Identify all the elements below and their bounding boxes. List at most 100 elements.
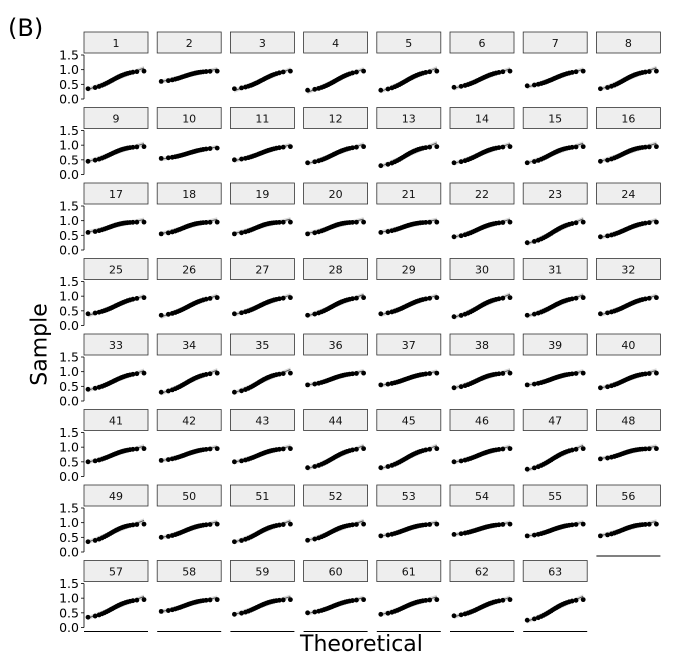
- sample-point: [646, 521, 652, 527]
- sample-point: [158, 231, 164, 237]
- sample-point: [130, 219, 136, 225]
- facet-strip: [376, 333, 442, 356]
- sample-point: [312, 86, 318, 92]
- sample-point: [92, 310, 98, 316]
- sample-point: [434, 370, 440, 376]
- sample-point: [654, 370, 659, 376]
- facet-strip: [449, 409, 515, 431]
- sample-point: [385, 310, 391, 316]
- sample-point: [378, 465, 384, 471]
- sample-point: [496, 220, 502, 226]
- y-tick-label: 0.0: [59, 92, 79, 107]
- y-tick-label: 0.0: [59, 394, 79, 409]
- sample-point: [130, 144, 136, 150]
- sample-point: [207, 446, 213, 452]
- sample-point: [496, 145, 502, 151]
- sample-point: [305, 382, 310, 388]
- facet-label: 48: [621, 415, 635, 428]
- facet-label: 44: [329, 415, 343, 428]
- sample-point: [646, 446, 652, 452]
- sample-point: [239, 85, 244, 91]
- sample-point: [378, 533, 384, 539]
- facet-label: 19: [255, 188, 269, 201]
- sample-point: [288, 521, 293, 527]
- sample-point: [646, 220, 652, 226]
- sample-point: [531, 82, 537, 88]
- sample-point: [203, 296, 209, 302]
- y-tick-label: 1.0: [59, 213, 79, 228]
- y-tick-label: 1.5: [59, 48, 79, 63]
- sample-point: [378, 230, 384, 235]
- facet-strip: [83, 182, 149, 205]
- sample-point: [385, 464, 391, 469]
- facet-label: 61: [402, 566, 416, 579]
- sample-point: [423, 371, 429, 377]
- sample-point: [423, 296, 429, 302]
- facet-strip: [83, 258, 149, 280]
- sample-point: [350, 522, 355, 528]
- sample-point: [580, 521, 586, 527]
- sample-point: [598, 456, 603, 462]
- sample-point: [361, 219, 366, 225]
- sample-point: [276, 597, 282, 603]
- sample-point: [646, 144, 652, 150]
- facet-strip: [376, 560, 442, 582]
- sample-point: [580, 370, 586, 376]
- sample-point: [312, 609, 318, 615]
- y-tick-label: 1.0: [59, 440, 79, 455]
- facet-strip: [229, 409, 295, 431]
- sample-point: [350, 598, 355, 603]
- y-tick-label: 0.5: [59, 379, 79, 394]
- sample-point: [85, 158, 91, 164]
- sample-point: [232, 459, 237, 465]
- sample-point: [239, 310, 244, 316]
- sample-point: [500, 371, 506, 376]
- sample-point: [276, 145, 282, 151]
- sample-point: [531, 239, 537, 244]
- y-tick-label: 1.5: [59, 576, 79, 591]
- sample-point: [305, 610, 310, 616]
- sample-point: [434, 521, 440, 527]
- facet-label: 53: [402, 490, 416, 503]
- facet-strip: [303, 484, 369, 507]
- sample-point: [130, 522, 136, 528]
- sample-point: [92, 458, 98, 464]
- facet-strip: [376, 484, 442, 507]
- y-tick-label: 1.5: [59, 425, 79, 440]
- facet-strip: [83, 409, 149, 431]
- sample-point: [646, 295, 652, 301]
- sample-point: [203, 597, 209, 603]
- sample-point: [458, 233, 464, 239]
- facet-label: 2: [186, 37, 193, 50]
- sample-point: [158, 155, 164, 161]
- sample-point: [239, 538, 244, 543]
- sample-point: [451, 385, 457, 391]
- facet-strip: [229, 560, 295, 582]
- sample-point: [134, 446, 140, 452]
- y-tick-label: 0.5: [59, 228, 79, 243]
- sample-point: [434, 597, 440, 603]
- facet-label: 21: [402, 188, 416, 201]
- sample-point: [214, 370, 220, 376]
- facet-strip: [229, 333, 295, 356]
- facet-strip: [229, 31, 295, 54]
- sample-point: [569, 447, 575, 453]
- sample-point: [276, 296, 282, 302]
- facet-label: 26: [182, 264, 196, 277]
- sample-point: [280, 371, 286, 377]
- sample-point: [524, 240, 530, 246]
- sample-point: [605, 384, 610, 390]
- sample-point: [92, 613, 98, 619]
- sample-point: [458, 531, 464, 537]
- sample-point: [305, 537, 310, 543]
- sample-point: [214, 597, 220, 603]
- sample-point: [354, 522, 359, 527]
- facet-label: 7: [552, 37, 559, 50]
- facet-strip: [156, 31, 222, 54]
- sample-point: [361, 68, 366, 74]
- sample-point: [605, 310, 610, 316]
- facet-label: 57: [109, 566, 123, 579]
- sample-point: [507, 219, 513, 225]
- facet-label: 9: [113, 113, 120, 126]
- sample-point: [280, 295, 286, 301]
